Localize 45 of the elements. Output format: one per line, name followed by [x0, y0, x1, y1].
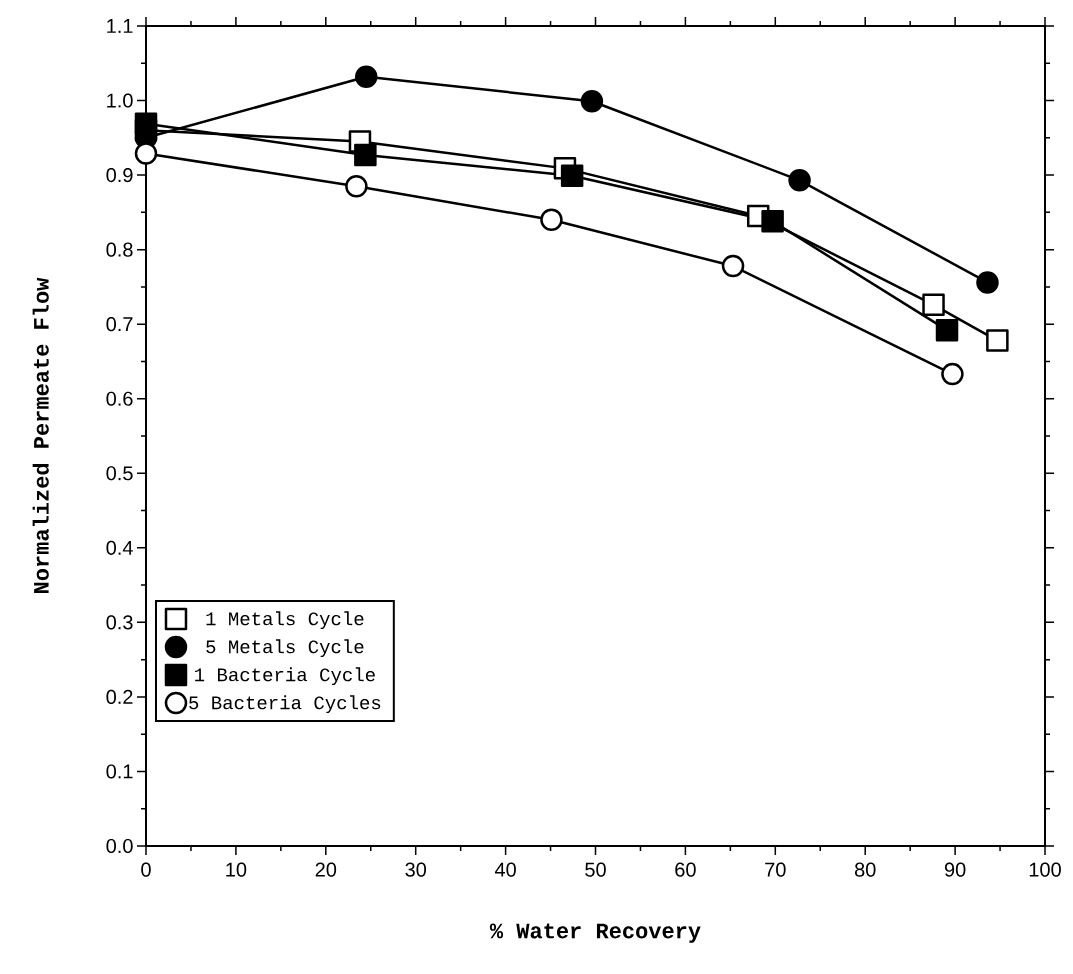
- y-axis-title: Normalized Permeate Flow: [32, 277, 49, 593]
- y-tick-label: 0.5: [106, 466, 133, 481]
- x-tick-label: 10: [226, 862, 247, 877]
- x-tick-label: 80: [854, 862, 876, 877]
- legend-label: 5 Metals Cycle: [206, 639, 364, 658]
- point: [355, 65, 378, 88]
- point: [345, 175, 368, 198]
- x-tick-label: 0: [141, 862, 151, 877]
- y-tick-label: 0.2: [106, 689, 133, 704]
- y-tick-label: 1.1: [107, 19, 133, 33]
- point: [976, 271, 999, 294]
- y-tick-label: 0.1: [106, 764, 133, 779]
- point: [788, 169, 811, 192]
- point: [580, 90, 604, 113]
- y-tick-label: 0.4: [106, 540, 133, 555]
- y-tick-label: 0.3: [106, 615, 133, 630]
- x-tick-label: 50: [585, 862, 606, 877]
- y-tick-label: 0.6: [106, 391, 133, 406]
- y-tick-label: 0.0: [106, 838, 133, 854]
- point: [935, 318, 959, 342]
- point: [941, 362, 964, 386]
- x-axis-title: % Water Recovery: [489, 923, 701, 943]
- point: [134, 142, 158, 165]
- point: [134, 112, 158, 135]
- x-tick-label: 30: [405, 862, 427, 877]
- point: [540, 208, 563, 232]
- y-tick-label: 1.0: [107, 93, 133, 108]
- point: [560, 164, 584, 188]
- x-tick-label: 20: [315, 862, 337, 877]
- y-tick-label: 0.9: [106, 168, 133, 183]
- x-tick-label: 70: [765, 862, 786, 877]
- y-tick-label: 0.7: [106, 317, 133, 332]
- legend-label: 1 Bacteria Cycle: [195, 667, 375, 686]
- x-tick-label: 100: [1029, 862, 1061, 877]
- point: [354, 143, 377, 167]
- y-tick-label: 0.8: [106, 242, 133, 257]
- point: [922, 293, 945, 317]
- legend-label: 5 Bacteria Cycles: [189, 695, 381, 714]
- x-tick-label: 90: [944, 862, 966, 877]
- x-tick-label: 60: [675, 862, 696, 877]
- point: [721, 254, 745, 278]
- point: [761, 210, 784, 233]
- legend-label: 1 Metals Cycle: [206, 611, 364, 630]
- point: [986, 329, 1009, 352]
- x-tick-label: 40: [494, 862, 516, 877]
